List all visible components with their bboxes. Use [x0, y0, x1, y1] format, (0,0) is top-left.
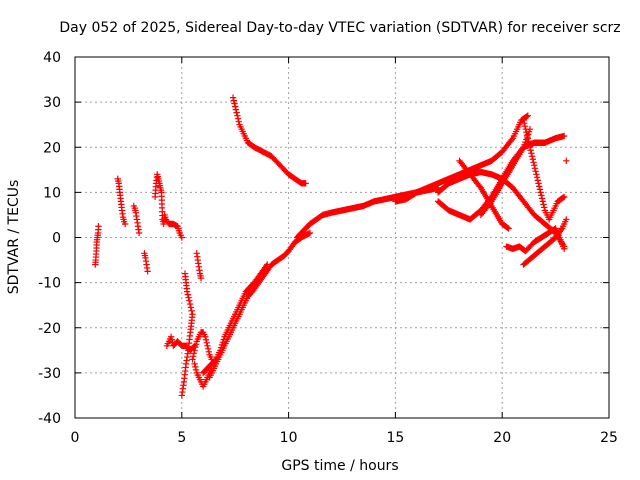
data-point-marks — [92, 223, 102, 268]
axis-ticks: 0 5 10 15 20 25 -40 -30 -20 -10 0 10 20 30 40 — [38, 50, 618, 446]
data-point-marks — [503, 225, 568, 255]
series-seg13 — [229, 94, 309, 187]
series-seg09 — [189, 329, 215, 363]
y-tick-label: -40 — [38, 411, 61, 427]
chart-title: Day 052 of 2025, Sidereal Day-to-day VTE… — [59, 20, 620, 36]
x-axis-label: GPS time / hours — [281, 458, 398, 474]
series-seg22 — [477, 126, 534, 219]
y-tick-label: -10 — [38, 276, 61, 292]
data-point-marks — [193, 250, 205, 282]
y-tick-label: 40 — [43, 50, 61, 66]
grid-lines — [75, 57, 609, 418]
y-axis-label: SDTVAR / TECUs — [6, 180, 22, 295]
series-seg02 — [114, 175, 129, 228]
y-tick-label: 30 — [43, 95, 61, 111]
series-seg01 — [92, 223, 102, 268]
y-tick-label: -20 — [38, 321, 61, 337]
series-seg05 — [151, 171, 185, 241]
data-point-marks — [141, 250, 151, 275]
data-point-marks — [130, 202, 143, 237]
series-seg03 — [130, 202, 143, 237]
x-tick-label: 25 — [600, 430, 618, 446]
series-seg23 — [563, 157, 570, 164]
x-tick-label: 15 — [386, 430, 404, 446]
series-seg04 — [141, 250, 151, 275]
data-point-marks — [114, 175, 129, 228]
data-point-marks — [151, 171, 185, 241]
series-seg19 — [503, 225, 568, 255]
series-seg08 — [193, 250, 205, 282]
y-tick-label: -30 — [38, 366, 61, 382]
x-tick-label: 0 — [71, 430, 80, 446]
y-tick-label: 10 — [43, 185, 61, 201]
data-point-marks — [456, 157, 512, 232]
series-seg12 — [206, 229, 314, 381]
data-point-marks — [206, 229, 314, 381]
data-point-marks — [563, 157, 570, 164]
x-tick-label: 10 — [280, 430, 298, 446]
y-tick-label: 20 — [43, 140, 61, 156]
data-point-marks — [178, 270, 196, 399]
series-seg07 — [178, 270, 196, 399]
series-seg17 — [456, 157, 512, 232]
x-tick-label: 20 — [493, 430, 511, 446]
series-seg20 — [520, 216, 570, 268]
data-point-marks — [189, 329, 215, 363]
x-tick-label: 5 — [177, 430, 186, 446]
data-point-marks — [229, 94, 309, 187]
y-tick-label: 0 — [52, 231, 61, 247]
data-point-marks — [477, 126, 534, 219]
series-seg15 — [392, 112, 532, 205]
data-point-marks — [392, 112, 532, 205]
data-points — [92, 94, 570, 399]
data-point-marks — [520, 216, 570, 268]
